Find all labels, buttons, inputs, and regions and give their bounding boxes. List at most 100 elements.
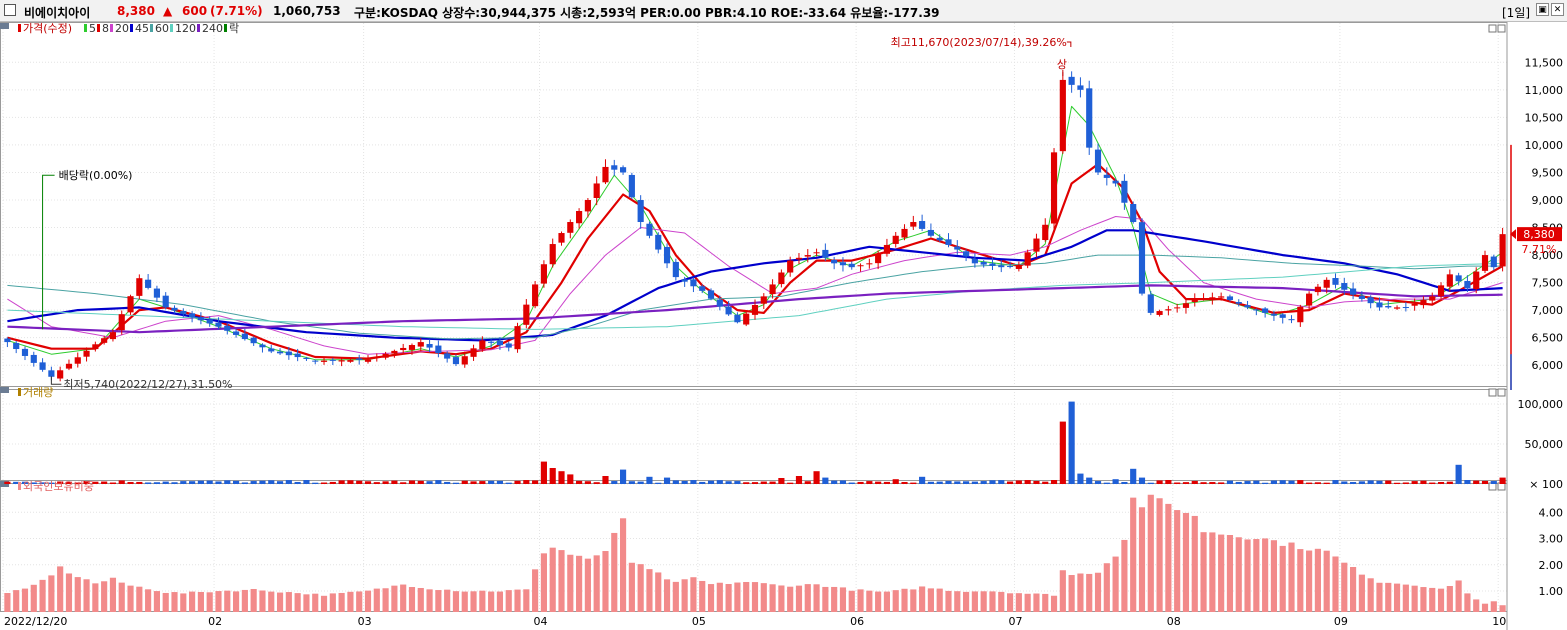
foreign-ratio-bar xyxy=(1332,556,1339,612)
legend-label: 20 xyxy=(115,22,129,35)
foreign-ratio-bar xyxy=(989,591,996,612)
panel-min-icon xyxy=(1488,388,1497,397)
candle-body xyxy=(822,249,829,258)
foreign-ratio-bar xyxy=(778,585,785,612)
volume-bar xyxy=(1288,480,1295,484)
candle-body xyxy=(672,261,679,278)
foreign-ratio-bar xyxy=(549,547,556,612)
candle-body xyxy=(743,313,750,325)
period-label[interactable]: [1일] xyxy=(1502,6,1531,20)
candle-body xyxy=(1050,152,1058,224)
candle-body xyxy=(1473,271,1480,290)
foreign-ratio-bar xyxy=(30,584,37,612)
foreign-ratio-bar xyxy=(1446,585,1453,612)
volume-bar xyxy=(241,482,248,484)
candle-body xyxy=(1350,288,1357,295)
volume-bar xyxy=(197,480,204,484)
restore-button[interactable]: ▣ xyxy=(1536,3,1549,16)
candle-body xyxy=(637,200,644,223)
volume-bar xyxy=(232,480,240,484)
volume-bar xyxy=(716,480,723,484)
volume-bar xyxy=(1094,481,1102,484)
volume-bar xyxy=(1086,477,1093,484)
foreign-ratio-bar xyxy=(1077,573,1084,612)
volume-bar xyxy=(1297,480,1304,484)
foreign-ratio-bar xyxy=(250,588,257,612)
foreign-ratio-bar xyxy=(716,582,723,612)
volume-bar xyxy=(760,481,767,484)
candle-body xyxy=(1297,306,1304,323)
foreign-ratio-bar xyxy=(1288,542,1295,612)
foreign-ratio-bar xyxy=(4,593,11,612)
foreign-ratio-bar xyxy=(48,575,55,612)
stock-name: 비에이치아이 xyxy=(24,6,91,20)
foreign-ratio-bar xyxy=(241,589,248,612)
foreign-ratio-bar xyxy=(998,591,1005,612)
foreign-ratio-bar xyxy=(734,582,741,612)
volume-bar xyxy=(1402,482,1409,484)
candle-body xyxy=(426,344,433,348)
volume-bar xyxy=(1068,401,1075,484)
candle-body xyxy=(892,235,899,244)
candle-body xyxy=(1481,255,1489,271)
low-annotation-arrow xyxy=(50,376,62,385)
foreign-ratio-bar xyxy=(364,590,372,612)
candle-body xyxy=(1033,238,1040,252)
candle-body xyxy=(576,211,583,224)
candle-body xyxy=(215,322,222,327)
candle-body xyxy=(857,265,864,267)
candle-body xyxy=(831,259,838,264)
candle-body xyxy=(769,284,776,295)
volume-bar xyxy=(707,480,715,484)
close-button[interactable]: ✕ xyxy=(1551,3,1564,16)
dividend-annotation: 배당락(0.00%) xyxy=(59,169,133,182)
volume-bar xyxy=(628,481,635,484)
foreign-ratio-bar xyxy=(101,581,108,612)
foreign-ratio-bar xyxy=(303,594,310,612)
candle-body xyxy=(1253,309,1260,311)
foreign-ratio-bar xyxy=(980,591,987,612)
candle-body xyxy=(1429,296,1436,301)
volume-bar xyxy=(338,480,345,484)
foreign-ratio-bar xyxy=(408,587,416,612)
candle-body xyxy=(408,345,416,350)
candle-body xyxy=(1446,274,1453,287)
candle-body xyxy=(329,359,336,361)
volume-bar xyxy=(1112,479,1119,484)
candle-body xyxy=(646,223,653,236)
volume-bar xyxy=(769,481,776,484)
candle-body xyxy=(1147,294,1154,313)
price-tick-label: 11,000 xyxy=(1525,84,1564,97)
candle-body xyxy=(57,370,64,379)
foreign-ratio-bar xyxy=(1350,567,1357,612)
candle-body xyxy=(1367,297,1374,304)
foreign-ratio-bar xyxy=(848,590,855,612)
volume-bar xyxy=(1429,482,1436,484)
foreign-ratio-bar xyxy=(136,586,143,612)
foreign-ratio-bar xyxy=(1182,512,1190,612)
candle-body xyxy=(83,350,90,357)
volume-bar xyxy=(1121,481,1128,484)
volume-bar xyxy=(901,481,908,484)
legend-label: 락 xyxy=(229,22,239,35)
candle-body xyxy=(276,351,284,354)
volume-bar xyxy=(971,481,978,484)
volume-bar xyxy=(637,481,644,484)
foreign-ratio-bar xyxy=(1174,510,1181,612)
legend-label: 가격(수정) xyxy=(23,22,72,35)
candle-body xyxy=(1042,224,1049,241)
foreign-ratio-bar xyxy=(1341,562,1348,612)
candle-body xyxy=(1358,295,1365,299)
ma-line-5 xyxy=(7,105,1503,361)
volume-bar xyxy=(1174,482,1181,484)
volume-bar xyxy=(215,481,222,484)
volume-bar xyxy=(1323,482,1330,484)
candle-body xyxy=(1130,204,1137,223)
volume-bar xyxy=(452,482,460,484)
candle-body xyxy=(1455,275,1462,282)
foreign-ratio-bar xyxy=(505,590,512,612)
panel-close-icon xyxy=(1497,388,1506,397)
candle-body xyxy=(13,342,20,350)
stock-checkbox[interactable] xyxy=(4,4,16,16)
candle-body xyxy=(496,340,504,346)
